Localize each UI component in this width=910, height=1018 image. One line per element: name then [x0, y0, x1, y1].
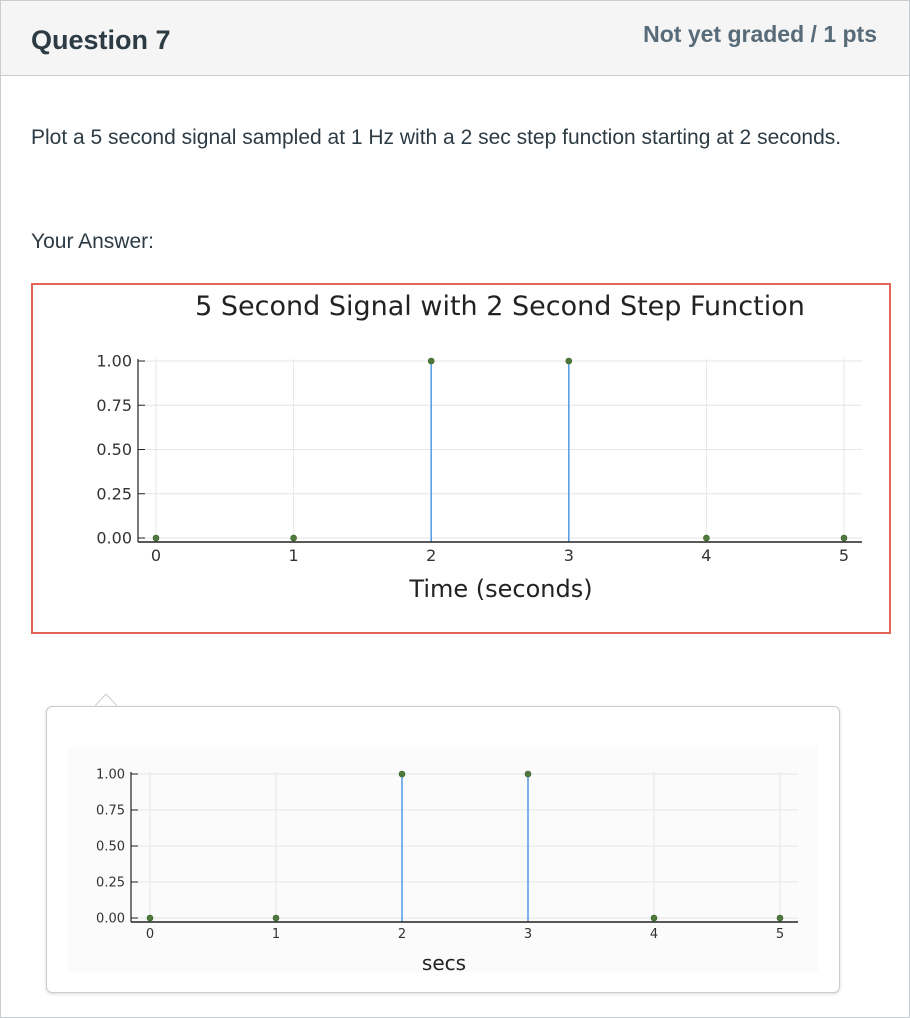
y-tick-label: 0.00 — [96, 912, 125, 927]
chart-title: 5 Second Signal with 2 Second Step Funct… — [195, 291, 805, 322]
y-tick-label: 0.75 — [96, 804, 125, 819]
y-tick-label: 0.00 — [96, 529, 132, 548]
data-point — [703, 534, 710, 542]
x-tick-label: 3 — [564, 546, 574, 565]
answer-label: Your Answer: — [31, 230, 154, 253]
x-tick-label: 1 — [272, 927, 280, 942]
y-tick-label: 1.00 — [96, 768, 125, 783]
x-axis-label: secs — [422, 951, 466, 972]
x-tick-label: 0 — [146, 927, 154, 942]
data-point — [398, 770, 406, 778]
y-tick-label: 0.75 — [96, 396, 132, 415]
y-tick-label: 1.00 — [96, 352, 132, 371]
data-point — [776, 914, 784, 922]
comment-box: 0.00 0.25 0.50 0.75 1.00 0 1 2 3 4 5 secs — [46, 706, 840, 993]
y-tick-label: 0.50 — [96, 840, 125, 855]
x-tick-label: 5 — [776, 927, 784, 942]
data-point — [146, 914, 154, 922]
answer-box: 0.00 0.25 0.50 0.75 1.00 0 1 2 3 4 5 5 Second Signa… — [31, 283, 891, 634]
data-point — [272, 914, 280, 922]
comment-plot: 0.00 0.25 0.50 0.75 1.00 0 1 2 3 4 5 secs — [68, 747, 818, 972]
comment-chart: 0.00 0.25 0.50 0.75 1.00 0 1 2 3 4 5 secs — [96, 768, 798, 972]
x-tick-label: 4 — [701, 546, 711, 565]
y-tick-label: 0.25 — [96, 484, 132, 503]
data-point — [524, 770, 532, 778]
question-text: Plot a 5 second signal sampled at 1 Hz w… — [31, 126, 842, 149]
x-tick-label: 5 — [839, 546, 849, 565]
data-point — [427, 357, 435, 365]
data-point — [840, 534, 848, 542]
data-point — [152, 534, 160, 542]
data-point — [565, 357, 573, 365]
answer-chart: 0.00 0.25 0.50 0.75 1.00 0 1 2 3 4 5 5 Second Signa… — [96, 291, 862, 603]
y-tick-label: 0.50 — [96, 440, 132, 459]
question-header: Question 7 Not yet graded / 1 pts — [1, 1, 909, 76]
data-point — [650, 914, 658, 922]
x-axis-label: Time (seconds) — [408, 575, 592, 603]
x-tick-label: 1 — [289, 546, 299, 565]
question-title: Question 7 — [31, 25, 171, 55]
x-tick-label: 0 — [151, 546, 161, 565]
x-tick-label: 2 — [398, 927, 406, 942]
y-tick-label: 0.25 — [96, 876, 125, 891]
data-point — [290, 534, 297, 542]
x-tick-label: 2 — [426, 546, 436, 565]
x-tick-label: 4 — [650, 927, 658, 942]
comment-pointer — [94, 693, 118, 707]
x-tick-label: 3 — [524, 927, 532, 942]
question-points: Not yet graded / 1 pts — [643, 21, 877, 47]
